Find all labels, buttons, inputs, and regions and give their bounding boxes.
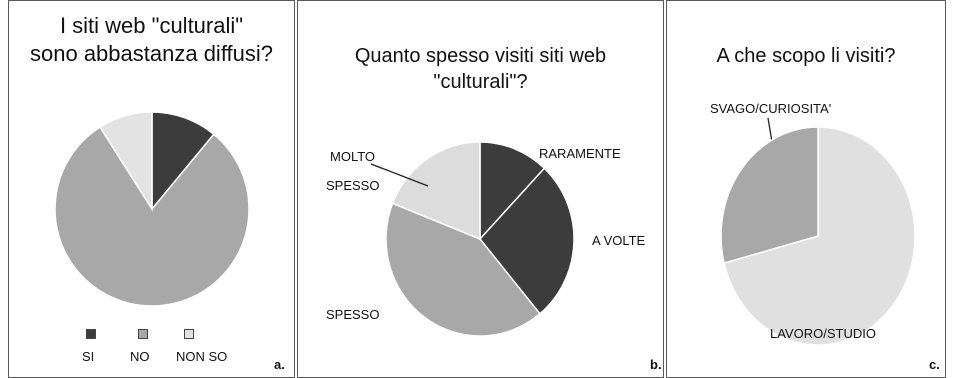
- legend-label-si: SI: [82, 349, 95, 364]
- pie-slice-svago-curiosita: [720, 126, 819, 265]
- legend-swatch-non-so: [184, 329, 194, 339]
- slice-label-lavoro: LAVORO/STUDIO: [770, 326, 876, 341]
- chart-a-title-line-1: I siti web "culturali": [59, 13, 244, 38]
- panel-letter-b: b.: [650, 357, 662, 372]
- chart-b-pie: [385, 141, 575, 337]
- legend-label-non-so: NON SO: [176, 349, 228, 364]
- pie-slice-spesso: [385, 202, 541, 337]
- legend-swatch-si: [86, 329, 96, 339]
- pie-slice-a-volte: [479, 167, 575, 315]
- slice-label-molto-spesso: SPESSO: [326, 178, 380, 193]
- panel-letter-a: a.: [274, 357, 285, 372]
- slice-label-spesso: SPESSO: [326, 307, 380, 322]
- pie-slice-no: [54, 126, 250, 307]
- chart-a-title-line-2: sono abbastanza diffusi?: [30, 41, 273, 67]
- chart-b-title-line-1: Quanto spesso visiti siti web: [354, 45, 607, 67]
- slice-label-raramente: RARAMENTE: [539, 146, 621, 161]
- pie-slice-molto-spesso: [391, 141, 481, 241]
- chart-b-title-line-2: "culturali"?: [433, 70, 528, 93]
- slice-label-svago: SVAGO/CURIOSITA': [710, 101, 832, 116]
- panel-letter-c: c.: [929, 357, 940, 372]
- slice-label-a-volte: A VOLTE: [592, 233, 646, 248]
- chart-c-pie: [720, 126, 916, 346]
- slice-label-molto: MOLTO: [330, 149, 376, 164]
- legend-label-no: NO: [130, 349, 150, 364]
- legend-swatch-no: [138, 329, 148, 339]
- chart-a-title: I siti web "culturali" sono abbastanza d…: [8, 12, 295, 68]
- chart-c-title: A che scopo li visiti?: [666, 44, 946, 70]
- pie-slice-lavoro-studio: [723, 126, 916, 346]
- pie-slice-si: [151, 111, 215, 212]
- pie-slice-raramente: [479, 141, 546, 241]
- pie-slice-non-so: [98, 111, 153, 212]
- chart-b-title: Quanto spesso visiti siti web "culturali…: [297, 44, 664, 95]
- chart-a-pie: [54, 111, 250, 307]
- chart-c-title-line-1: A che scopo li visiti?: [716, 45, 896, 67]
